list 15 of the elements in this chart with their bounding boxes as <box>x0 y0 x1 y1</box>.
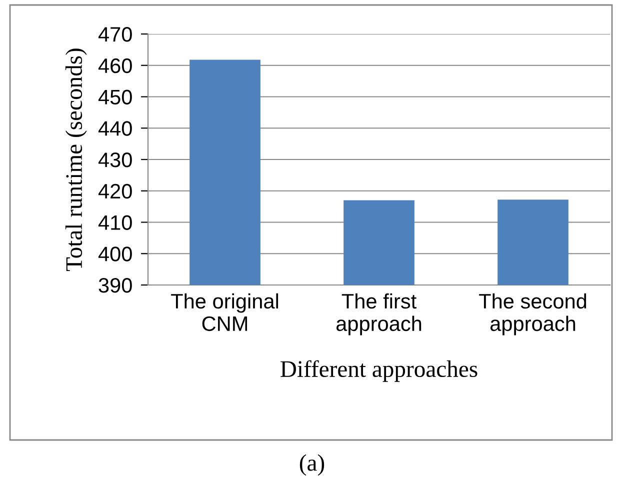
x-tick-label: The original CNM <box>171 293 278 332</box>
y-tick-label: 420 <box>98 184 132 199</box>
y-axis-title: Total runtime (seconds) <box>65 48 87 272</box>
x-tick-label: The first approach <box>336 293 422 336</box>
y-tick-label: 460 <box>98 58 132 74</box>
y-tick-label: 430 <box>98 152 132 168</box>
y-tick-label: 470 <box>98 27 132 42</box>
text: (a) <box>300 454 324 476</box>
y-tick-label: 450 <box>98 90 132 105</box>
y-tick-label: 440 <box>98 121 132 136</box>
x-tick-label: The second approach <box>479 293 586 336</box>
y-tick-label: 390 <box>98 278 132 293</box>
y-tick-label: 400 <box>98 246 132 262</box>
x-axis-title: Different approaches <box>280 360 478 382</box>
y-tick-label: 410 <box>98 215 132 230</box>
